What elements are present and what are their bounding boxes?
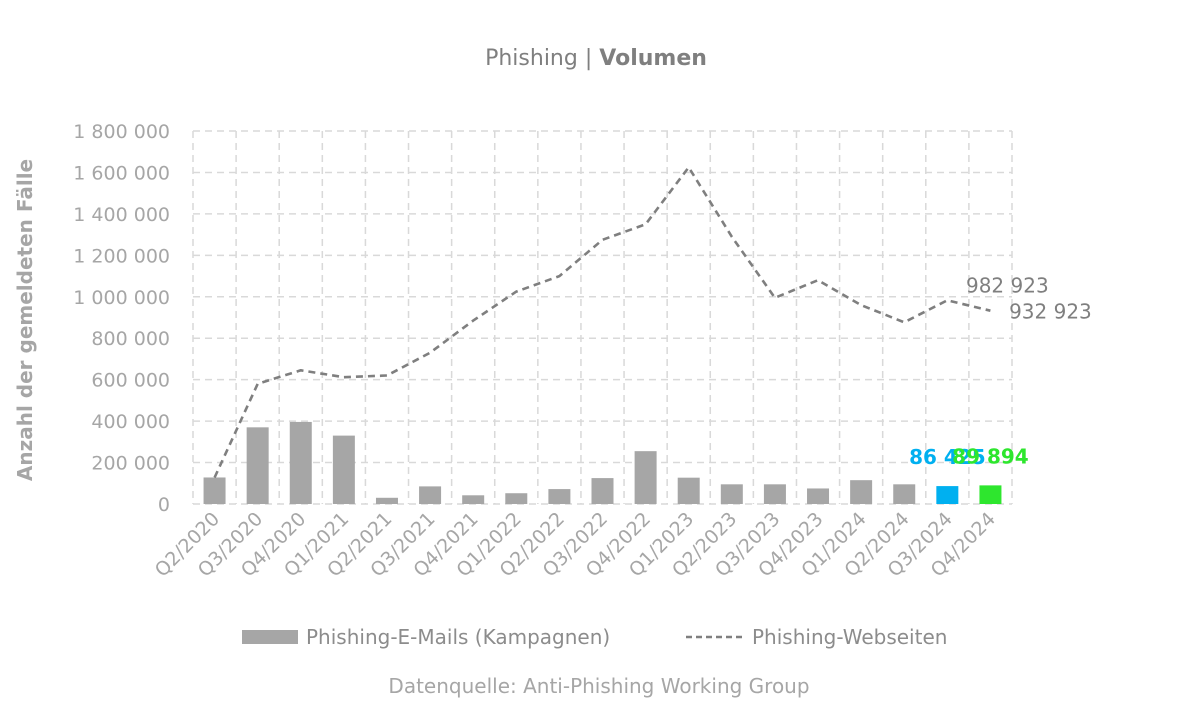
bar-data-label: 86 425 — [909, 445, 986, 469]
chart-title: Phishing | Volumen — [485, 46, 707, 71]
legend-swatch-emails — [242, 630, 298, 644]
y-axis-ticks: 0 200 000 400 000 600 000 800 000 1 000 000 1 … — [73, 121, 170, 516]
y-tick-label: 1 200 000 — [73, 245, 170, 267]
y-tick-label: 0 — [158, 494, 170, 516]
bar-Q4/2024 — [979, 485, 1002, 504]
legend-label-emails: Phishing-E-Mails (Kampagnen) — [306, 625, 610, 649]
line-data-label: 982 923 — [966, 273, 1049, 297]
chart-title-bold: Volumen — [599, 46, 707, 71]
bar-Q2/2021 — [375, 497, 398, 504]
bar-Q1/2021 — [332, 435, 355, 504]
bar-Q2/2024 — [893, 484, 916, 504]
source-note: Datenquelle: Anti-Phishing Working Group — [388, 674, 809, 698]
bar-Q3/2024 — [936, 486, 959, 504]
bar-Q4/2020 — [289, 421, 312, 504]
bar-Q2/2022 — [548, 489, 571, 504]
bar-data-label: 89 894 — [952, 444, 1029, 468]
x-axis-ticks: Q2/2020Q3/2020Q4/2020Q1/2021Q2/2021Q3/20… — [151, 508, 1000, 581]
bar-Q2/2020 — [203, 477, 226, 504]
bar-Q1/2024 — [850, 480, 873, 504]
legend-label-websites: Phishing-Webseiten — [752, 625, 947, 649]
bar-Q2/2023 — [720, 484, 743, 504]
chart-title-regular: Phishing | — [485, 46, 599, 71]
y-tick-label: 1 800 000 — [73, 121, 170, 143]
bar-Q1/2022 — [505, 493, 528, 504]
bar-Q4/2021 — [462, 495, 485, 504]
gridlines — [192, 130, 1013, 505]
line-data-label: 932 923 — [1009, 300, 1092, 324]
y-tick-label: 1 000 000 — [73, 287, 170, 309]
bar-Q4/2022 — [634, 451, 657, 504]
y-tick-label: 400 000 — [91, 411, 170, 433]
y-tick-label: 1 600 000 — [73, 162, 170, 184]
legend[interactable]: Phishing-E-Mails (Kampagnen) Phishing-We… — [242, 625, 947, 649]
bar-Q3/2020 — [246, 427, 269, 504]
bar-Q1/2023 — [677, 477, 700, 504]
y-tick-label: 1 400 000 — [73, 204, 170, 226]
y-tick-label: 200 000 — [91, 453, 170, 475]
bar-Q3/2021 — [419, 486, 442, 504]
bar-Q3/2023 — [763, 484, 786, 504]
bar-Q3/2022 — [591, 478, 614, 504]
y-tick-label: 600 000 — [91, 370, 170, 392]
y-tick-label: 800 000 — [91, 328, 170, 350]
bar-Q4/2023 — [807, 488, 830, 504]
y-axis-label: Anzahl der gemeldeten Fälle — [13, 159, 37, 481]
bar-series — [203, 421, 1002, 504]
